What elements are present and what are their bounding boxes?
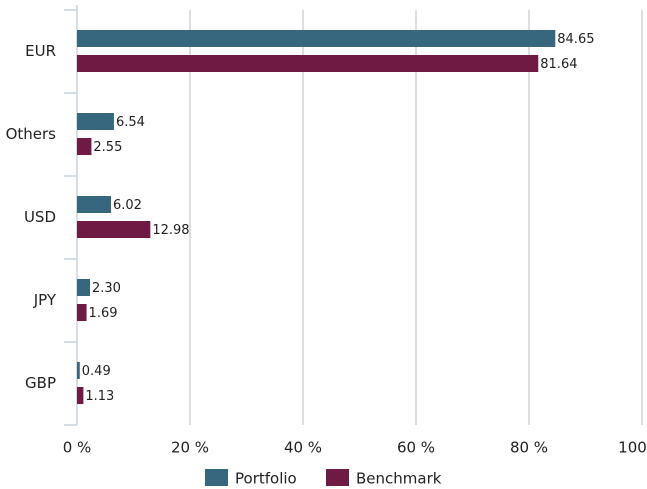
legend-label: Portfolio <box>235 470 297 488</box>
x-tick-label: 80 % <box>510 439 548 457</box>
x-tick-label: 0 % <box>63 439 92 457</box>
value-label: 1.13 <box>85 389 114 404</box>
value-label: 6.02 <box>113 198 142 213</box>
x-tick-label: 40 % <box>284 439 322 457</box>
bar <box>77 221 151 238</box>
bar <box>77 279 90 296</box>
legend-swatch <box>326 469 349 486</box>
value-label: 2.30 <box>92 281 121 296</box>
bar <box>77 304 87 321</box>
value-label: 84.65 <box>557 32 594 47</box>
y-tick-label: USD <box>24 208 56 226</box>
value-label: 81.64 <box>540 57 577 72</box>
value-label: 12.98 <box>152 223 189 238</box>
legend-swatch <box>205 469 228 486</box>
bar <box>77 387 84 404</box>
value-label: 0.49 <box>82 364 111 379</box>
y-tick-label: GBP <box>25 374 56 392</box>
bar <box>77 30 556 47</box>
x-tick-label: 20 % <box>171 439 209 457</box>
y-tick-label: EUR <box>25 42 56 60</box>
value-label: 6.54 <box>116 115 145 130</box>
bar <box>77 113 114 130</box>
x-tick-label: 100 % <box>618 439 647 457</box>
y-tick-label: Others <box>6 125 57 143</box>
y-tick-label: JPY <box>33 291 57 309</box>
value-label: 2.55 <box>93 140 122 155</box>
bar <box>77 55 539 72</box>
value-label: 1.69 <box>89 306 118 321</box>
bar <box>77 196 112 213</box>
bar <box>77 138 92 155</box>
x-tick-label: 60 % <box>397 439 435 457</box>
bar <box>77 362 80 379</box>
legend-label: Benchmark <box>356 470 442 488</box>
